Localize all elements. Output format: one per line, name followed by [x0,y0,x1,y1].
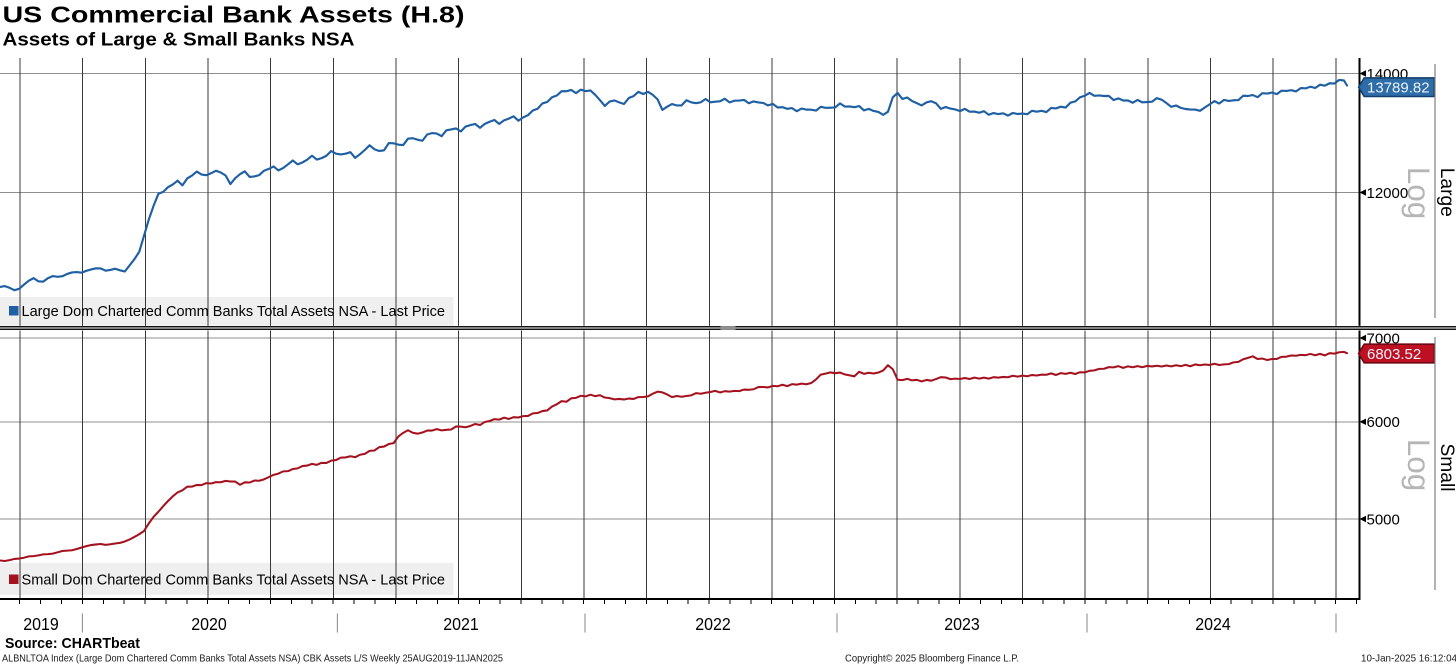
svg-text:2021: 2021 [443,614,479,634]
svg-text:Large Dom Chartered Comm Banks: Large Dom Chartered Comm Banks Total Ass… [22,303,446,320]
svg-text:2020: 2020 [191,614,227,634]
svg-text:2023: 2023 [944,614,980,634]
svg-text:Large: Large [1436,168,1456,217]
svg-text:Copyright© 2025 Bloomberg Fina: Copyright© 2025 Bloomberg Finance L.P. [845,654,1019,665]
svg-text:Log: Log [1401,167,1437,220]
svg-text:5000: 5000 [1367,511,1400,528]
svg-text:10-Jan-2025 16:12:04: 10-Jan-2025 16:12:04 [1361,654,1456,665]
svg-text:Source: CHARTbeat: Source: CHARTbeat [5,636,140,652]
svg-text:13789.82: 13789.82 [1367,80,1430,97]
svg-text:2019: 2019 [23,614,59,634]
svg-text:Small Dom Chartered Comm Banks: Small Dom Chartered Comm Banks Total Ass… [22,572,446,589]
svg-text:US Commercial Bank Assets (H.8: US Commercial Bank Assets (H.8) [3,2,465,28]
svg-text:Small: Small [1436,444,1456,492]
svg-text:Assets of Large & Small Banks: Assets of Large & Small Banks NSA [3,29,355,50]
svg-text:2022: 2022 [695,614,731,634]
svg-text:6000: 6000 [1367,414,1400,431]
svg-text:ALBNLTOA Index (Large Dom Char: ALBNLTOA Index (Large Dom Chartered Comm… [2,654,503,665]
svg-text:Log: Log [1401,439,1437,492]
svg-text:7000: 7000 [1367,330,1400,347]
svg-text:12000: 12000 [1367,185,1409,202]
svg-text:6803.52: 6803.52 [1367,346,1421,363]
svg-text:2024: 2024 [1195,614,1231,634]
